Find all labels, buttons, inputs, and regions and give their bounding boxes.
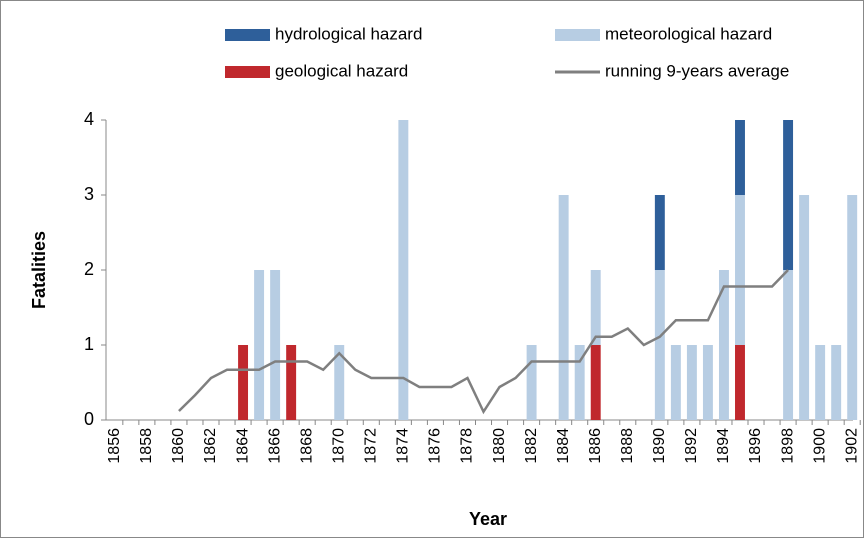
bar <box>526 345 537 420</box>
bar <box>702 345 713 420</box>
x-tick-label: 1898 <box>779 428 796 464</box>
bar <box>718 270 729 420</box>
x-tick-label: 1870 <box>330 428 347 464</box>
x-tick-label: 1884 <box>555 428 572 464</box>
bar <box>783 270 794 420</box>
bar <box>831 345 842 420</box>
bar <box>686 345 697 420</box>
bar <box>670 345 681 420</box>
bar <box>398 120 409 420</box>
bar <box>590 345 601 420</box>
legend-label: geological hazard <box>275 61 408 80</box>
bar <box>334 345 345 420</box>
x-tick-label: 1890 <box>651 428 668 464</box>
bar <box>286 345 297 420</box>
bar <box>815 345 826 420</box>
x-tick-label: 1872 <box>363 428 380 464</box>
legend-swatch <box>555 29 600 41</box>
x-tick-label: 1896 <box>747 428 764 464</box>
line <box>178 269 789 415</box>
bar <box>735 345 745 420</box>
x-tick-label: 1864 <box>234 428 251 464</box>
x-tick-label: 1886 <box>587 428 604 464</box>
y-tick-label: 2 <box>84 259 94 279</box>
x-tick-label: 1888 <box>619 428 636 464</box>
x-tick-label: 1878 <box>459 428 476 464</box>
x-tick-label: 1874 <box>395 428 412 464</box>
bar <box>558 195 569 420</box>
y-tick-label: 0 <box>84 409 94 429</box>
bar <box>654 270 665 420</box>
legend-label: hydrological hazard <box>275 24 422 43</box>
x-tick-label: 1882 <box>523 428 540 464</box>
x-tick-label: 1866 <box>266 428 283 464</box>
x-axis-label: Year <box>469 509 507 529</box>
bar <box>735 120 745 195</box>
x-tick-label: 1856 <box>106 428 123 464</box>
bar <box>238 345 249 420</box>
y-axis-label: Fatalities <box>29 231 49 309</box>
x-tick-label: 1892 <box>683 428 700 464</box>
y-tick-label: 4 <box>84 109 94 129</box>
bar <box>574 345 585 420</box>
x-tick-label: 1894 <box>715 428 732 464</box>
bar <box>799 195 810 420</box>
y-tick-label: 3 <box>84 184 94 204</box>
legend-swatch <box>225 29 270 41</box>
bar <box>254 270 265 420</box>
bar <box>654 195 665 270</box>
x-tick-label: 1862 <box>202 428 219 464</box>
x-tick-label: 1858 <box>138 428 155 464</box>
x-tick-label: 1902 <box>843 428 860 464</box>
x-tick-label: 1860 <box>170 428 187 464</box>
x-tick-label: 1868 <box>298 428 315 464</box>
x-tick-label: 1900 <box>811 428 828 464</box>
x-tick-label: 1876 <box>427 428 444 464</box>
bar <box>783 120 794 270</box>
bar <box>270 270 281 420</box>
bar <box>847 195 858 420</box>
x-tick-label: 1880 <box>491 428 508 464</box>
legend-label: meteorological hazard <box>605 24 772 43</box>
legend-swatch <box>225 66 270 78</box>
bar <box>590 270 601 345</box>
bar <box>735 195 745 345</box>
y-tick-label: 1 <box>84 334 94 354</box>
legend-label: running 9-years average <box>605 61 789 80</box>
